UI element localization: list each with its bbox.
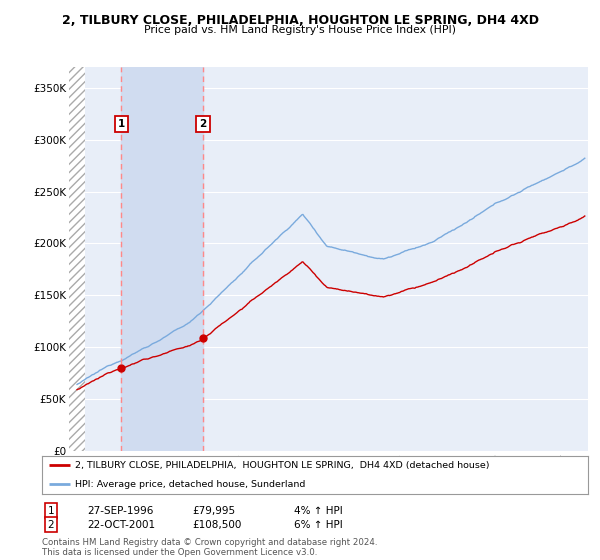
Text: 2: 2 — [199, 119, 206, 129]
Text: Price paid vs. HM Land Registry's House Price Index (HPI): Price paid vs. HM Land Registry's House … — [144, 25, 456, 35]
Text: £108,500: £108,500 — [192, 520, 241, 530]
Text: £79,995: £79,995 — [192, 506, 235, 516]
Text: 2, TILBURY CLOSE, PHILADELPHIA, HOUGHTON LE SPRING, DH4 4XD: 2, TILBURY CLOSE, PHILADELPHIA, HOUGHTON… — [62, 14, 539, 27]
Text: Contains HM Land Registry data © Crown copyright and database right 2024.
This d: Contains HM Land Registry data © Crown c… — [42, 538, 377, 557]
Text: 2: 2 — [47, 520, 55, 530]
Text: 2, TILBURY CLOSE, PHILADELPHIA,  HOUGHTON LE SPRING,  DH4 4XD (detached house): 2, TILBURY CLOSE, PHILADELPHIA, HOUGHTON… — [75, 461, 489, 470]
Text: 27-SEP-1996: 27-SEP-1996 — [87, 506, 154, 516]
Bar — [69, 67, 85, 451]
Bar — [121, 67, 203, 451]
Text: 6% ↑ HPI: 6% ↑ HPI — [294, 520, 343, 530]
Text: 1: 1 — [118, 119, 125, 129]
Text: 1: 1 — [47, 506, 55, 516]
Text: 4% ↑ HPI: 4% ↑ HPI — [294, 506, 343, 516]
Text: HPI: Average price, detached house, Sunderland: HPI: Average price, detached house, Sund… — [75, 480, 305, 489]
Text: 22-OCT-2001: 22-OCT-2001 — [87, 520, 155, 530]
